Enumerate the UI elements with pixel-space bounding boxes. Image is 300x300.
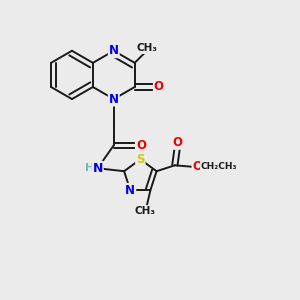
Text: CH₃: CH₃ [135, 206, 156, 216]
Text: O: O [193, 160, 202, 173]
Text: CH₂CH₃: CH₂CH₃ [201, 162, 237, 171]
Text: O: O [172, 136, 182, 149]
Text: N: N [92, 162, 103, 175]
Text: O: O [136, 139, 146, 152]
Text: H: H [85, 163, 94, 173]
Text: S: S [136, 153, 145, 166]
Text: N: N [109, 93, 119, 106]
Text: CH₃: CH₃ [137, 43, 158, 53]
Text: N: N [109, 44, 119, 57]
Text: N: N [125, 184, 135, 197]
Text: O: O [154, 80, 164, 94]
